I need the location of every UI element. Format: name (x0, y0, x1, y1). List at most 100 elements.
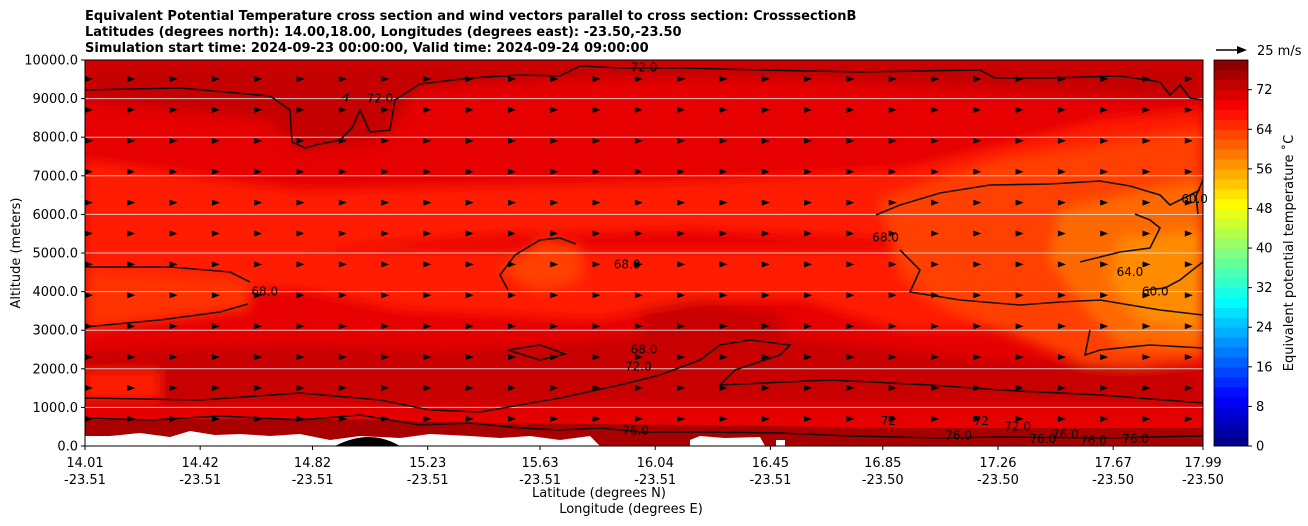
wind-vector (1142, 354, 1151, 361)
wind-vector (677, 292, 686, 299)
wind-vector (296, 106, 305, 113)
wind-vector (127, 354, 136, 361)
wind-vector (423, 106, 432, 113)
y-tick-label: 2000.0 (33, 362, 79, 377)
colorbar-segment (1214, 119, 1248, 130)
wind-vector (973, 415, 982, 422)
colorbar-segment (1214, 297, 1248, 308)
colorbar-segment (1214, 436, 1248, 447)
wind-vector (169, 76, 178, 82)
colorbar-segment (1214, 416, 1248, 427)
contour-label: 76.0 (1080, 433, 1107, 447)
wind-vector (254, 261, 263, 268)
wind-vector (761, 415, 770, 422)
wind-vector (719, 354, 728, 361)
wind-vector (888, 137, 897, 144)
wind-vector (846, 415, 855, 422)
colorbar-segment (1214, 376, 1248, 388)
colorbar-segment (1214, 356, 1248, 368)
wind-vector (508, 261, 516, 268)
wind-vector (381, 385, 390, 391)
wind-vector (1100, 168, 1109, 175)
wind-vector (1100, 323, 1109, 330)
x-tick-label-lon: -23.51 (64, 473, 106, 488)
wind-vector (1142, 261, 1151, 268)
wind-vector (254, 137, 263, 144)
colorbar-segment (1214, 188, 1248, 200)
wind-vector (761, 323, 770, 330)
contour-label: 64.0 (1117, 265, 1144, 279)
wind-vector (677, 106, 686, 113)
wind-vector (296, 199, 305, 206)
wind-vector (169, 385, 178, 391)
wind-vector (423, 415, 432, 422)
colorbar-segment (1214, 257, 1248, 269)
wind-vector (592, 106, 601, 113)
wind-vector (677, 199, 686, 206)
wind-vector (1100, 199, 1109, 206)
colorbar-tick-label: 72 (1256, 83, 1273, 98)
wind-vector (846, 106, 855, 113)
title-line-3: Simulation start time: 2024-09-23 00:00:… (85, 41, 649, 56)
wind-vector (846, 323, 855, 330)
colorbar-tick-label: 0 (1256, 440, 1264, 455)
y-tick-label: 4000.0 (33, 285, 79, 300)
wind-vector (931, 106, 939, 113)
wind-vector (1015, 230, 1024, 237)
title-line-1: Equivalent Potential Temperature cross s… (85, 9, 857, 24)
x-tick-label-lat: 16.04 (637, 456, 674, 471)
wind-vector (338, 292, 347, 299)
wind-vector (1100, 137, 1109, 144)
wind-vector (1184, 168, 1193, 175)
wind-vector (381, 261, 390, 268)
colorbar-segment (1214, 238, 1248, 249)
colorbar-segment (1214, 386, 1248, 398)
wind-vector (634, 168, 643, 175)
wind-vector (550, 261, 559, 268)
wind-vector (888, 323, 897, 330)
wind-vector (931, 415, 939, 422)
colorbar-tick-label: 8 (1256, 400, 1264, 415)
colorbar-segment (1214, 89, 1248, 101)
x-tick-label-lon: -23.51 (519, 473, 561, 488)
wind-vector (719, 323, 728, 330)
wind-vector (85, 261, 93, 268)
wind-vector (804, 230, 813, 237)
wind-vector (931, 261, 939, 268)
wind-vector (719, 385, 728, 391)
wind-vector (804, 199, 813, 206)
contour-60-east (1144, 261, 1203, 291)
terrain-mask (85, 431, 785, 446)
wind-vector (592, 323, 601, 330)
wind-vector (634, 354, 643, 361)
wind-vector (254, 385, 263, 391)
wind-vector (85, 76, 93, 82)
contour-label: 68.0 (614, 257, 641, 271)
wind-vector (1184, 415, 1193, 422)
wind-vector (338, 106, 347, 113)
colorbar-segment (1214, 267, 1248, 279)
colorbar-segment (1214, 168, 1248, 180)
wind-vector (677, 230, 686, 237)
contour-label: 60.0 (1181, 192, 1208, 206)
wind-vector (634, 385, 643, 391)
wind-vector (169, 415, 178, 422)
wind-vector (381, 230, 390, 237)
wind-vector (973, 199, 982, 206)
wind-vector (1142, 385, 1151, 391)
wind-vector (381, 106, 390, 113)
wind-vector (1015, 199, 1024, 206)
wind-vector (592, 261, 601, 268)
wind-vector (634, 76, 643, 82)
wind-vector (508, 415, 516, 422)
wind-vector (931, 354, 939, 361)
x-tick-label-lon: -23.50 (862, 473, 904, 488)
wind-vector (550, 106, 559, 113)
wind-vector (423, 199, 432, 206)
wind-vector (1015, 323, 1024, 330)
contour-68-east-south (1083, 329, 1203, 357)
wind-vector (1100, 415, 1109, 422)
wind-vector (85, 106, 93, 113)
wind-vector (761, 354, 770, 361)
wind-vector (127, 292, 136, 299)
